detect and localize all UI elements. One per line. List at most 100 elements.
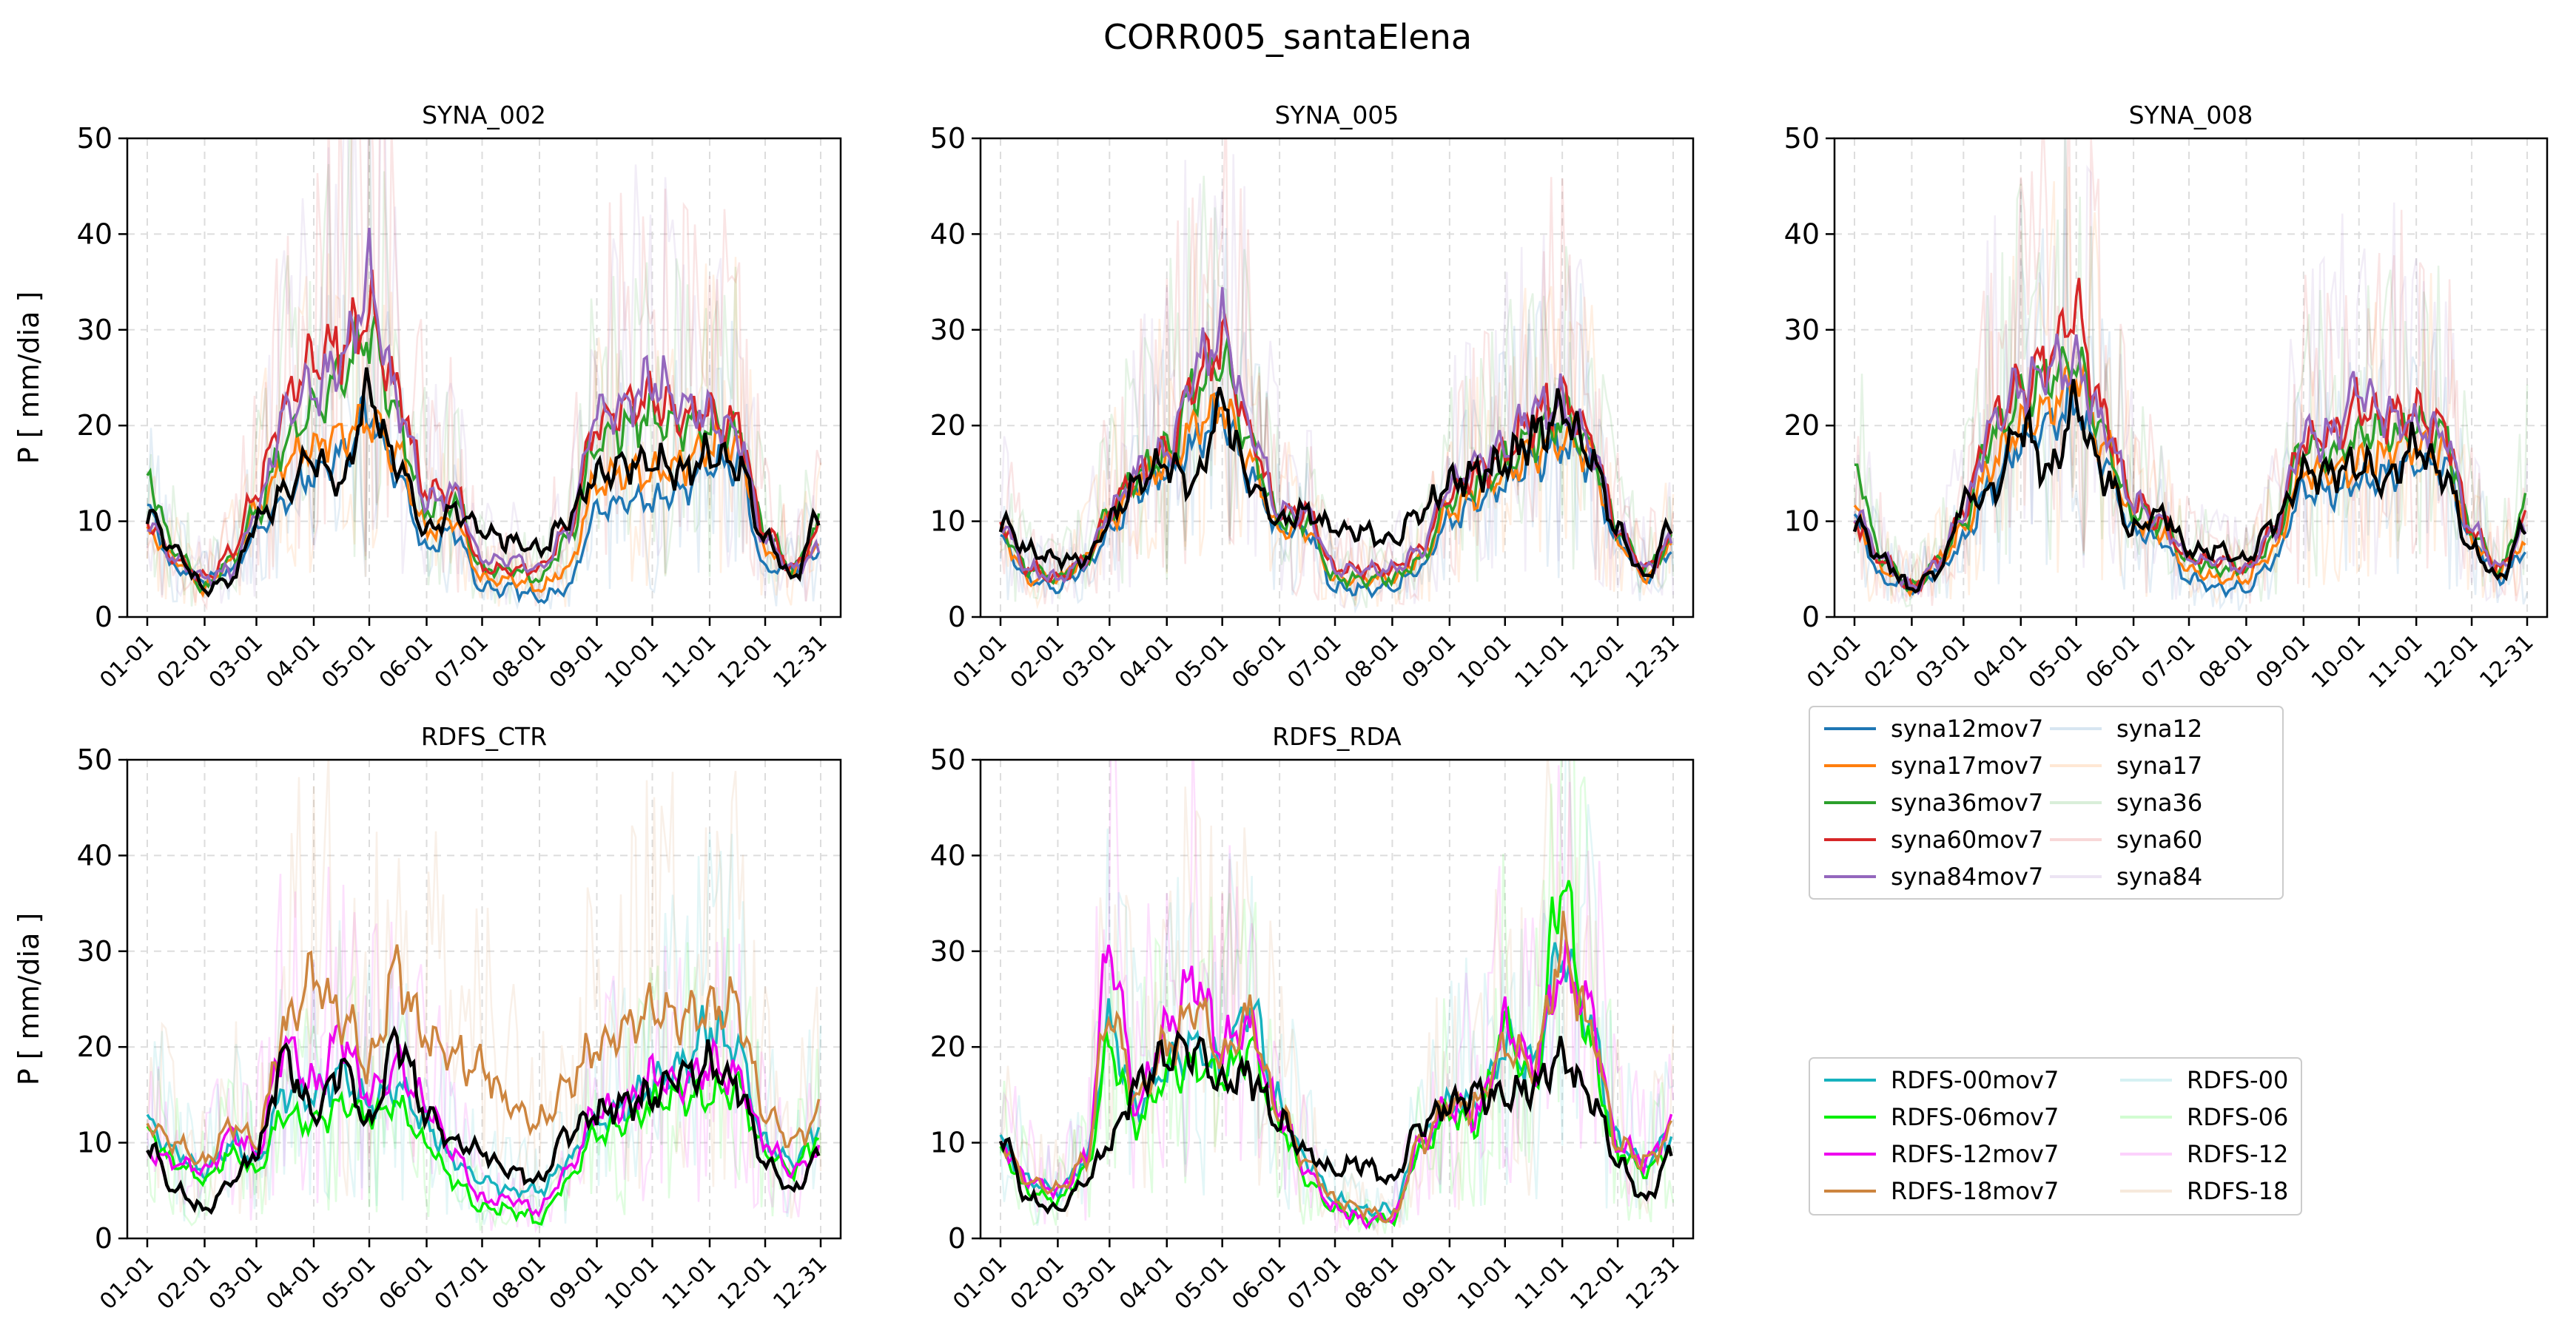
raw-series-rdfs-06mov7 (999, 760, 1675, 1234)
panel-syna-005: 0 10 20 30 40 50 01-0102-0103-0104-0105-0106-0… (930, 101, 1695, 693)
xtick-label: 01-01 (95, 630, 158, 693)
legend-syna: syna12mov7 syna17mov7 syna36mov7 syna60mov7… (1809, 706, 2284, 900)
xtick-label: 02-01 (1006, 1251, 1069, 1315)
series-line-rdfs-06mov7 (146, 1070, 820, 1226)
raw-series-syna36mov7 (1000, 175, 1675, 609)
xtick-label: 10-01 (1453, 630, 1516, 693)
plot-area (146, 760, 822, 1234)
xtick-label: 09-01 (545, 1251, 608, 1315)
ytick-label: 20 (77, 1031, 112, 1063)
xtick-label: 03-01 (1911, 630, 1975, 693)
xtick-label: 04-01 (1968, 630, 2032, 693)
xtick-label: 12-01 (1565, 1251, 1629, 1315)
legend-label-rdfs-00mov7: RDFS-00mov7 (1891, 1066, 2059, 1094)
raw-series-rdfs-06mov7 (146, 928, 822, 1231)
xtick-label: 10-01 (600, 1251, 664, 1315)
xtick-label: 12-01 (713, 1251, 776, 1315)
raw-series-syna84mov7 (146, 138, 822, 605)
xtick-label: 05-01 (317, 630, 380, 693)
panel-syna-008: 0 10 20 30 40 50 01-0102-0103-0104-0105-0106-0… (1784, 101, 2549, 693)
axes-frame (979, 137, 1695, 618)
raw-series-syna12mov7 (146, 294, 822, 610)
ytick-label: 40 (930, 839, 966, 871)
ytick-label: 10 (930, 505, 966, 538)
xtick-label: 10-01 (2307, 630, 2370, 693)
ytick-label: 30 (1784, 314, 1820, 346)
legend-label-syna84: syna84 (2116, 863, 2202, 891)
ytick-label: 30 (77, 935, 112, 968)
legend-label-rdfs-18: RDFS-18 (2187, 1177, 2288, 1205)
panel-syna-002: 0 10 20 30 40 50 01-0102-0103-0104-0105-0106-0… (13, 101, 842, 693)
ytick-label: 20 (1784, 409, 1820, 442)
series-line-observed (998, 386, 1673, 579)
ytick-label: 50 (1784, 122, 1820, 155)
xtick-label: 03-01 (1057, 1251, 1121, 1315)
series-line-observed (145, 367, 821, 598)
legend-label-rdfs-12: RDFS-12 (2187, 1140, 2288, 1168)
xtick-label: 08-01 (1340, 630, 1404, 693)
series-line-rdfs-18mov7 (999, 911, 1673, 1224)
xtick-label: 01-01 (948, 630, 1012, 693)
series-line-observed (146, 1025, 821, 1215)
xtick-label: 11-01 (1510, 1251, 1573, 1315)
series-line-observed (1852, 379, 2527, 594)
legend-rdfs: RDFS-00mov7 RDFS-06mov7 RDFS-12mov7 RDFS-18… (1809, 1057, 2302, 1215)
legend-label-syna17mov7: syna17mov7 (1891, 752, 2043, 780)
ytick-label: 0 (948, 601, 966, 633)
legend-label-rdfs-06: RDFS-06 (2187, 1103, 2288, 1131)
legend-label-rdfs-06mov7: RDFS-06mov7 (1891, 1103, 2059, 1131)
xtick-label: 03-01 (204, 1251, 268, 1315)
xtick-label: 05-01 (1170, 630, 1234, 693)
xtick-label: 08-01 (487, 630, 551, 693)
plot-area (145, 138, 822, 611)
raw-series-rdfs-12mov7 (999, 760, 1675, 1232)
ytick-label: 10 (1784, 505, 1820, 538)
xtick-label: 10-01 (600, 630, 664, 693)
xtick-label: 08-01 (487, 1251, 551, 1315)
ytick-label: 50 (77, 744, 112, 776)
ytick-label: 10 (930, 1127, 966, 1159)
xtick-label: 10-01 (1453, 1251, 1516, 1315)
xtick-label: 01-01 (1802, 630, 1866, 693)
axes-frame (1833, 137, 2549, 618)
ytick-label: 20 (930, 1031, 966, 1063)
panel-title: RDFS_RDA (1272, 722, 1402, 751)
ytick-label: 20 (930, 409, 966, 442)
legend-label-syna60mov7: syna60mov7 (1891, 826, 2043, 854)
legend-label-syna12: syna12 (2116, 715, 2202, 743)
series-line-syna12mov7 (147, 391, 821, 604)
xtick-label: 05-01 (317, 1251, 380, 1315)
xtick-label: 11-01 (1510, 630, 1573, 693)
series-line-syna84mov7 (1853, 333, 2527, 596)
raw-series-rdfs-12mov7 (146, 866, 822, 1234)
xtick-label: 11-01 (657, 630, 721, 693)
series-line-observed (998, 1029, 1673, 1215)
xtick-label: 02-01 (152, 630, 216, 693)
xtick-label: 12-01 (713, 630, 776, 693)
legend-label-syna12mov7: syna12mov7 (1891, 715, 2043, 743)
raw-series-syna36mov7 (146, 138, 821, 607)
panel-title: SYNA_005 (1275, 101, 1399, 129)
axes-frame (979, 758, 1695, 1240)
panel-rdfs-ctr: 0 10 20 30 40 50 01-0102-0103-0104-0105-0106-0… (13, 722, 842, 1315)
series-line-syna60mov7 (146, 269, 821, 583)
ytick-label: 50 (930, 744, 966, 776)
raw-series-rdfs-00mov7 (999, 760, 1674, 1229)
ytick-label: 50 (77, 122, 112, 155)
legend-label-syna84mov7: syna84mov7 (1891, 863, 2043, 891)
xtick-label: 05-01 (1170, 1251, 1234, 1315)
legend-label-rdfs-00: RDFS-00 (2187, 1066, 2288, 1094)
axes-frame (126, 758, 842, 1240)
ytick-label: 0 (95, 1222, 112, 1255)
xtick-label: 12-01 (2419, 630, 2483, 693)
xtick-label: 06-01 (374, 630, 438, 693)
xtick-label: 06-01 (1227, 630, 1291, 693)
series-line-syna12mov7 (1000, 390, 1672, 599)
raw-series-syna60mov7 (999, 138, 1675, 606)
xtick-label: 08-01 (2194, 630, 2258, 693)
legend-label-rdfs-12mov7: RDFS-12mov7 (1891, 1140, 2059, 1168)
xtick-label: 04-01 (261, 630, 325, 693)
xtick-label: 11-01 (657, 1251, 721, 1315)
xtick-label: 09-01 (1397, 630, 1461, 693)
plot-area (998, 760, 1675, 1237)
